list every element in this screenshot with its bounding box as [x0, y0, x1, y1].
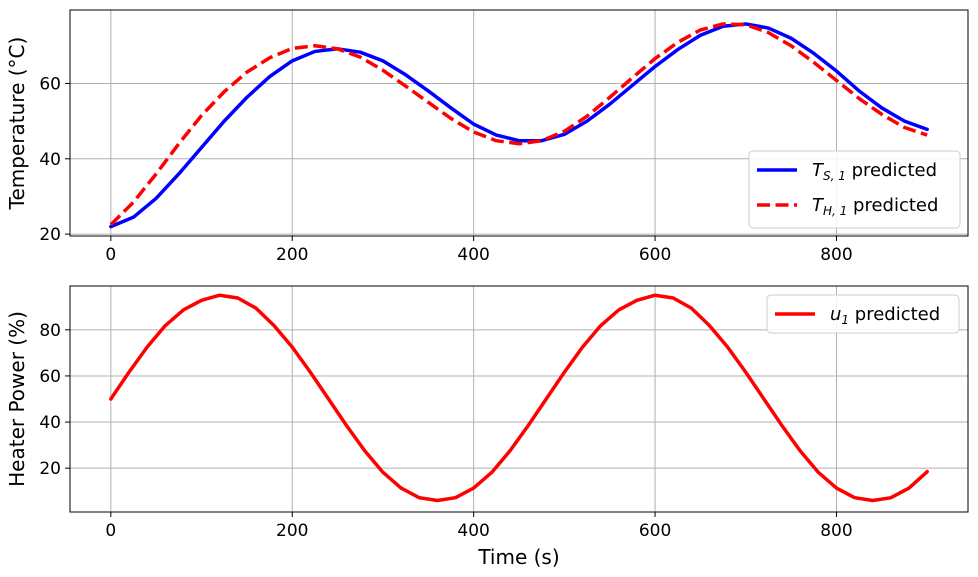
- plot-frame: [69, 9, 969, 237]
- legend-subscript: H, 1: [823, 204, 847, 218]
- series-line: [109, 22, 929, 229]
- y-tick-label: 40: [39, 413, 61, 433]
- x-tick-label: 800: [820, 521, 852, 541]
- legend-symbol: T: [812, 160, 825, 181]
- y-axis-label: Heater Power (%): [5, 311, 29, 487]
- legend-suffix: predicted: [849, 304, 940, 325]
- x-tick-label: 0: [105, 521, 116, 541]
- x-tick-label: 600: [639, 521, 671, 541]
- y-tick-label: 80: [39, 321, 61, 341]
- legend-suffix: predicted: [846, 160, 937, 181]
- x-tick-label: 200: [276, 245, 308, 265]
- x-tick-label: 200: [276, 521, 308, 541]
- legend-symbol: u: [830, 304, 841, 325]
- x-tick-label: 0: [105, 245, 116, 265]
- y-axis-label: Temperature (°C): [5, 37, 29, 211]
- legend-subscript: S, 1: [823, 169, 846, 183]
- legend-entry: TH, 1 predicted: [812, 195, 938, 218]
- x-tick-label: 800: [820, 245, 852, 265]
- y-tick-label: 40: [39, 150, 61, 170]
- series-line: [109, 293, 929, 503]
- x-tick-label: 400: [457, 245, 489, 265]
- x-tick-label: 400: [457, 521, 489, 541]
- legend-entry: TS, 1 predicted: [812, 160, 937, 183]
- plot-frame: [69, 285, 969, 513]
- legend-subscript: 1: [841, 313, 849, 327]
- legend: u1 predicted: [766, 294, 960, 334]
- legend-box: [748, 150, 961, 229]
- series-line: [109, 22, 928, 226]
- legend-box: [766, 294, 960, 334]
- y-tick-label: 20: [39, 459, 61, 479]
- x-tick-label: 600: [639, 245, 671, 265]
- y-tick-label: 20: [39, 225, 61, 245]
- legend-symbol: T: [812, 195, 825, 216]
- heater-power-chart: 0 200 400 600 800 20 40 60 80 Heater Power (%) Tim…: [5, 285, 969, 569]
- y-tick-label: 60: [39, 367, 61, 387]
- legend-entry: u1 predicted: [830, 304, 940, 327]
- y-tick-label: 60: [39, 74, 61, 94]
- legend-suffix: predicted: [847, 195, 938, 216]
- x-axis-label: Time (s): [477, 545, 559, 569]
